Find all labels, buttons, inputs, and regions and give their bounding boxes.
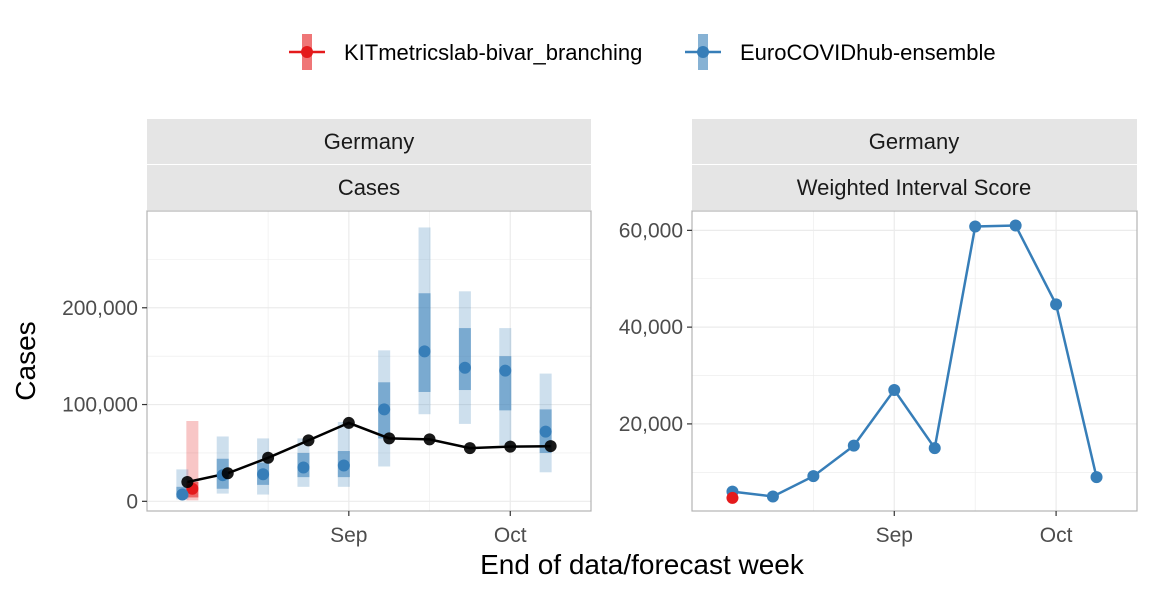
legend-item-kit: KITmetricslab-bivar_branching: [289, 34, 642, 70]
x-axis-title: End of data/forecast week: [480, 549, 805, 580]
score-point: [807, 470, 820, 483]
score-point: [888, 384, 901, 397]
panel-right-y-ticks: 20,000 40,000 60,000: [619, 219, 692, 436]
panel-left-strip-bottom: [147, 165, 591, 210]
truth-point: [423, 433, 436, 446]
score-point: [847, 439, 860, 452]
forecast-median-point: [499, 364, 512, 377]
panel-left-strip-bottom-label: Cases: [338, 175, 400, 200]
right-x-tick-label: Oct: [1040, 524, 1073, 547]
forecast-median-point: [418, 345, 431, 358]
truth-point: [221, 467, 234, 480]
score-point: [766, 490, 779, 503]
score-point: [1050, 298, 1063, 311]
panel-right-lines: [732, 224, 1098, 498]
truth-point: [504, 440, 517, 453]
panel-left-strip-top-label: Germany: [324, 129, 414, 154]
panel-left-background: [147, 211, 591, 511]
panel-left: Germany Cases 0 100,000 200,000 Sep Oct: [62, 119, 592, 547]
panel-left-x-ticks: Sep Oct: [330, 511, 527, 547]
panel-left-border: [146, 210, 592, 512]
forecast-median-point: [539, 425, 552, 438]
legend-key-ensemble-point: [697, 46, 709, 58]
panel-left-truth: [187, 421, 551, 484]
forecast-median-point: [176, 488, 189, 501]
legend-item-ensemble: EuroCOVIDhub-ensemble: [685, 34, 996, 70]
truth-point: [342, 416, 355, 429]
score-point: [969, 220, 982, 233]
truth-point: [262, 451, 275, 464]
panel-left-y-ticks: 0 100,000 200,000: [62, 297, 147, 513]
left-x-tick-label: Sep: [330, 524, 367, 547]
truth-point: [463, 442, 476, 455]
left-y-tick-label: 0: [126, 490, 138, 513]
truth-point: [302, 434, 315, 447]
truth-line: [187, 421, 551, 484]
truth-point: [383, 432, 396, 445]
panel-right-border: [691, 210, 1138, 512]
forecast-median-point: [458, 361, 471, 374]
right-y-tick-label: 60,000: [619, 219, 683, 242]
truth-point: [544, 440, 557, 453]
panel-right-strip-top-label: Germany: [869, 129, 959, 154]
panel-left-points: [176, 345, 557, 501]
left-x-tick-label: Oct: [494, 524, 527, 547]
score-line: [732, 224, 1098, 498]
band-inner: [458, 328, 471, 391]
panel-right-points: [726, 219, 1103, 504]
right-y-tick-label: 20,000: [619, 413, 683, 436]
score-point: [1009, 219, 1022, 232]
panel-right-strip-bottom: [692, 165, 1137, 210]
panel-right-x-ticks: Sep Oct: [876, 511, 1073, 547]
score-point: [928, 442, 941, 455]
forecast-median-point: [337, 459, 350, 472]
forecast-median-point: [297, 461, 310, 474]
panel-right-background: [692, 211, 1137, 511]
panel-right: Germany Weighted Interval Score 20,000 40…: [619, 119, 1138, 547]
left-y-tick-label: 100,000: [62, 394, 138, 417]
score-point: [726, 491, 739, 504]
forecast-median-point: [257, 468, 270, 481]
legend: KITmetricslab-bivar_branching EuroCOVIDh…: [289, 34, 996, 70]
legend-label-ensemble: EuroCOVIDhub-ensemble: [740, 40, 996, 65]
forecast-median-point: [378, 403, 391, 416]
panel-left-strip-top: [147, 119, 591, 164]
legend-key-kit-point: [301, 46, 313, 58]
band-inner: [418, 293, 431, 392]
panel-right-strip-top: [692, 119, 1137, 164]
legend-label-kit: KITmetricslab-bivar_branching: [344, 40, 642, 65]
band-inner: [499, 356, 512, 411]
panel-right-strip-bottom-label: Weighted Interval Score: [797, 175, 1031, 200]
right-x-tick-label: Sep: [876, 524, 913, 547]
y-axis-title: Cases: [10, 321, 41, 400]
truth-point: [181, 475, 194, 488]
right-y-tick-label: 40,000: [619, 316, 683, 339]
left-y-tick-label: 200,000: [62, 297, 138, 320]
score-point: [1090, 471, 1103, 484]
